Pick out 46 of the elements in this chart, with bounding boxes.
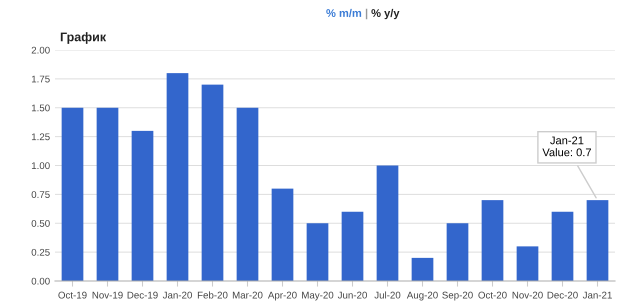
x-tick-label: Dec-19: [128, 292, 158, 299]
text: % y/y: [371, 8, 400, 20]
x-tick-label: Jan-21: [582, 292, 612, 299]
x-tick-label: Oct-20: [478, 292, 507, 299]
y-tick-label: 0.75: [32, 191, 50, 198]
x-tick-label: May-20: [302, 292, 334, 300]
x-tick-label: Aug-20: [406, 292, 438, 300]
y-tick-label: 0.50: [32, 220, 50, 227]
chart-title: График: [60, 32, 106, 44]
bar: [446, 223, 468, 281]
bar: [96, 108, 118, 281]
bar: [586, 200, 608, 281]
x-tick-label: Sep-20: [442, 292, 473, 300]
bar: [202, 84, 224, 281]
bar: [516, 246, 538, 281]
y-tick-label: 1.25: [32, 133, 50, 140]
bar: [376, 166, 398, 281]
text: |: [366, 8, 368, 20]
x-tick-label: Apr-20: [268, 292, 297, 300]
x-tick-label: Nov-19: [92, 292, 123, 299]
x-tick-label: Feb-20: [198, 291, 228, 299]
y-tick-label: 0.00: [32, 278, 50, 285]
bar: [62, 108, 84, 281]
text: % m/m: [326, 8, 362, 18]
bar: [482, 200, 504, 281]
y-tick-label: 0.25: [32, 248, 50, 256]
bar: [166, 73, 188, 281]
bar: [272, 188, 294, 281]
y-tick-label: 1.75: [32, 76, 50, 82]
x-tick-label: Jul-20: [374, 291, 400, 299]
x-tick-label: Dec-20: [548, 292, 578, 299]
x-tick-label: Mar-20: [232, 292, 263, 299]
x-tick-label: Oct-19: [58, 292, 87, 299]
y-tick-label: 2.00: [32, 46, 50, 54]
y-tick-label: 1.50: [32, 104, 50, 112]
bar: [412, 258, 434, 281]
x-tick-label: Jan-20: [162, 292, 192, 299]
x-tick-label: Jun-20: [338, 292, 367, 299]
y-tick-label: 1.00: [32, 162, 50, 170]
bar: [306, 223, 328, 281]
bar: [236, 108, 258, 281]
x-tick-label: Nov-20: [512, 292, 543, 299]
bar: [342, 212, 364, 281]
annotation: Jan-21 Value: 0.7: [542, 136, 591, 156]
bar: [552, 212, 574, 281]
bar: [132, 130, 154, 281]
